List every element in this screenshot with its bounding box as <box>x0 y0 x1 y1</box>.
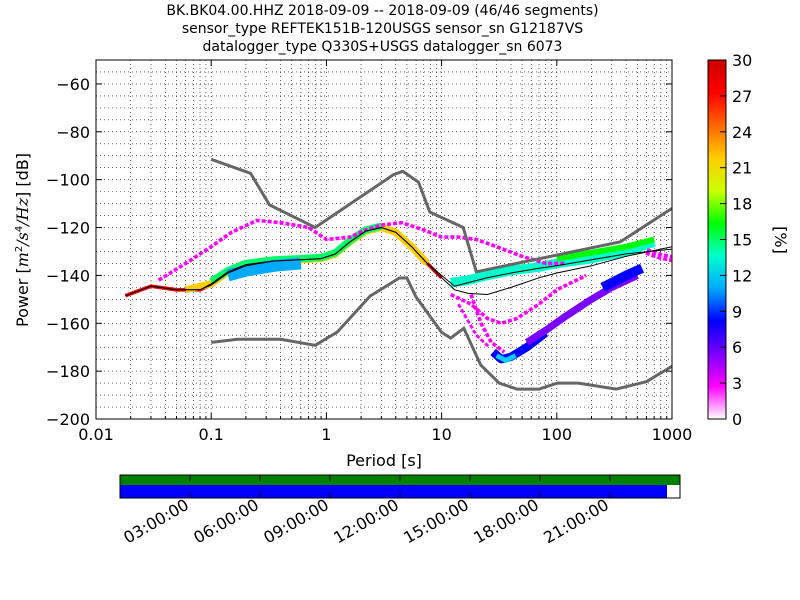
x-tick-label: 0.1 <box>198 425 223 444</box>
density-band-4 <box>556 236 655 262</box>
y-tick-label: −180 <box>46 362 90 381</box>
x-tick-label: 0.01 <box>78 425 114 444</box>
ppsd-plot-area: 0.01 0.1 1 10 100 1000 −60 −80 −100 −120 −140 −160… <box>46 59 692 444</box>
timeline-tick-label: 09:00:00 <box>260 495 332 547</box>
y-tick-label: −60 <box>56 75 90 94</box>
colorbar-tick-label: 24 <box>732 123 752 142</box>
colorbar-tick-label: 18 <box>732 195 752 214</box>
colorbar-tick-label: 0 <box>732 410 742 429</box>
colorbar-ticks: 0 3 6 9 12 15 18 21 24 27 30 <box>720 51 752 429</box>
colorbar-tick-label: 30 <box>732 51 752 70</box>
density-band-5 <box>226 257 302 282</box>
x-axis-ticks: 0.01 0.1 1 10 100 1000 <box>78 60 692 444</box>
x-tick-label: 100 <box>542 425 573 444</box>
colorbar-tick-label: 15 <box>732 231 752 250</box>
colorbar-tick-label: 12 <box>732 266 752 285</box>
density-band-14 <box>645 248 672 263</box>
density-band-12 <box>469 293 506 354</box>
timeline-tick-label: 15:00:00 <box>400 495 472 547</box>
timeline-tick-label: 12:00:00 <box>330 495 402 547</box>
y-axis-label: Power [m2/s4/Hz] [dB] <box>13 153 32 327</box>
colorbar-tick-label: 6 <box>732 338 742 357</box>
y-tick-label: −100 <box>46 171 90 190</box>
colorbar-tick-label: 3 <box>732 374 742 393</box>
colorbar-tick-label: 21 <box>732 159 752 178</box>
y-tick-label: −120 <box>46 219 90 238</box>
density-band-10 <box>157 218 566 282</box>
y-tick-label: −200 <box>46 410 90 429</box>
timeline-data-bar <box>120 485 667 498</box>
noise-model-nlnm <box>211 276 672 391</box>
density-band-9 <box>600 263 645 292</box>
chart-title-line-3: datalogger_type Q330S+USGS datalogger_sn… <box>202 39 563 55</box>
plot-grid <box>96 60 672 419</box>
chart-title-line-2: sensor_type REFTEK151B-120USGS sensor_sn… <box>181 21 584 37</box>
x-tick-label: 1000 <box>652 425 693 444</box>
timeline-tick-label: 21:00:00 <box>540 495 612 547</box>
x-tick-label: 10 <box>431 425 451 444</box>
x-axis-label: Period [s] <box>346 451 422 470</box>
colorbar-label: [%] <box>771 226 790 254</box>
colorbar-tick-label: 9 <box>732 302 742 321</box>
timeline-tick-label: 03:00:00 <box>120 495 192 547</box>
plot-frame <box>95 59 673 420</box>
timeline-tick-label: 18:00:00 <box>470 495 542 547</box>
noise-model-nhnm <box>210 157 672 274</box>
colorbar: 0 3 6 9 12 15 18 21 24 27 30 [%] <box>707 51 790 429</box>
y-axis-ticks: −60 −80 −100 −120 −140 −160 −180 −200 <box>46 75 672 429</box>
noise-models <box>210 157 672 391</box>
mode-line <box>125 226 672 297</box>
data-coverage-timeline: 03:00:0006:00:0009:00:0012:00:0015:00:00… <box>119 474 681 547</box>
x-tick-label: 1 <box>321 425 331 444</box>
timeline-tick-label: 06:00:00 <box>190 495 262 547</box>
colorbar-tick-label: 27 <box>732 87 752 106</box>
y-tick-label: −80 <box>56 123 90 142</box>
chart-title-line-1: BK.BK04.00.HHZ 2018-09-09 -- 2018-09-09 … <box>166 3 599 19</box>
y-tick-label: −140 <box>46 266 90 285</box>
density-band-7 <box>495 353 517 363</box>
timeline-gap <box>667 485 680 498</box>
y-tick-label: −160 <box>46 314 90 333</box>
density-band-3 <box>450 237 656 288</box>
statistic-lines <box>125 226 672 297</box>
